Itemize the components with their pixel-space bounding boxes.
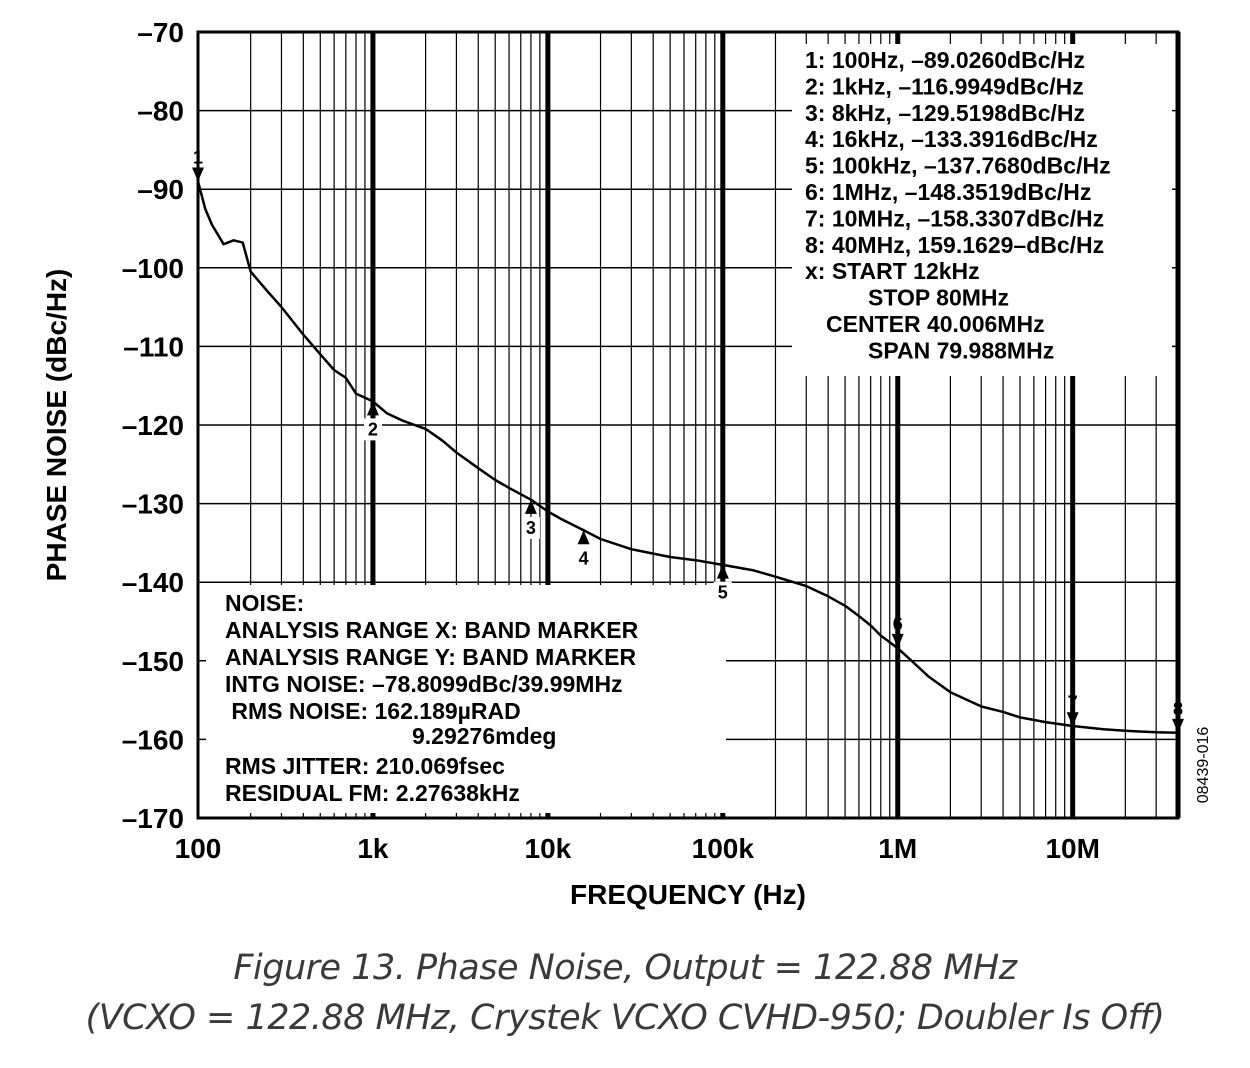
x-tick-label: 1k xyxy=(357,833,389,864)
marker-label: 2 xyxy=(368,419,378,439)
y-tick-label: –160 xyxy=(122,724,184,755)
x-tick-label: 1M xyxy=(878,833,917,864)
noise-info-line: 9.29276mdeg xyxy=(412,723,556,749)
x-tick-label: 10M xyxy=(1045,833,1099,864)
figure-code: 08439-016 xyxy=(1195,727,1212,804)
marker-label: 6 xyxy=(893,614,903,634)
series-layer xyxy=(196,180,1179,735)
marker-label-bg xyxy=(521,516,540,539)
marker-info-line: SPAN 79.988MHz xyxy=(868,337,1054,363)
marker-info-box xyxy=(792,44,1172,376)
noise-info-line: RMS JITTER: 210.069fsec xyxy=(225,753,505,779)
y-tick-label: –170 xyxy=(122,803,184,834)
series-line-1 xyxy=(196,180,1179,735)
marker-label: 5 xyxy=(718,583,728,603)
x-tick-label: 100k xyxy=(692,833,755,864)
noise-info-line: RMS NOISE: 162.189µRAD xyxy=(225,698,521,724)
marker-6: 6 xyxy=(891,614,904,648)
chart-svg: 1: 100Hz, –89.0260dBc/Hz2: 1kHz, –116.99… xyxy=(41,17,1212,910)
y-tick-label: –100 xyxy=(122,253,184,284)
marker-7: 7 xyxy=(1066,692,1079,727)
x-tick-label: 10k xyxy=(525,833,572,864)
marker-triangle xyxy=(716,564,729,579)
y-tick-label: –150 xyxy=(122,646,184,677)
marker-label-bg xyxy=(574,547,593,570)
figure-caption-title: Figure 13. Phase Noise, Output = 122.88 … xyxy=(233,948,1017,988)
marker-label: 3 xyxy=(526,518,536,538)
y-tick-label: –90 xyxy=(137,174,184,205)
y-tick-label: –130 xyxy=(122,489,184,520)
marker-info-line: 3: 8kHz, –129.5198dBc/Hz xyxy=(805,100,1085,126)
marker-label: 7 xyxy=(1068,692,1078,712)
axis-tick-labels: –70 –80 –90 –100 –110 –120 –130 –140 –150 –160 –17… xyxy=(122,17,1100,864)
marker-info-line: 4: 16kHz, –133.3916dBc/Hz xyxy=(805,126,1098,152)
y-axis-label: PHASE NOISE (dBc/Hz) xyxy=(41,269,72,582)
plot-frame xyxy=(196,30,1180,820)
marker-info-line: CENTER 40.006MHz xyxy=(826,311,1045,337)
y-tick-label: –80 xyxy=(137,96,184,127)
y-tick-label: –70 xyxy=(137,17,184,48)
marker-5: 5 xyxy=(713,564,732,604)
y-tick-label: –140 xyxy=(122,567,184,598)
marker-info-line: x: START 12kHz xyxy=(805,258,980,284)
noise-info-line: RESIDUAL FM: 2.27638kHz xyxy=(225,780,520,806)
marker-4: 4 xyxy=(574,530,593,570)
phase-noise-chart: 1: 100Hz, –89.0260dBc/Hz 2: 1kHz, –116.99… xyxy=(41,17,1212,910)
noise-info-line: INTG NOISE: –78.8099dBc/39.99MHz xyxy=(225,671,623,697)
marker-triangle xyxy=(577,530,590,545)
noise-info-line: NOISE: xyxy=(225,590,304,616)
marker-info-line: STOP 80MHz xyxy=(868,285,1009,311)
marker-triangle xyxy=(891,633,904,648)
marker-info-line: 6: 1MHz, –148.3519dBc/Hz xyxy=(805,179,1091,205)
marker-info-line: 5: 100kHz, –137.7680dBc/Hz xyxy=(805,153,1111,179)
marker-info-line: 7: 10MHz, –158.3307dBc/Hz xyxy=(805,205,1104,231)
annotation-boxes: 1: 100Hz, –89.0260dBc/Hz2: 1kHz, –116.99… xyxy=(206,44,1172,813)
figure-caption-subtitle: (VCXO = 122.88 MHz, Crystek VCXO CVHD-95… xyxy=(85,998,1165,1038)
marker-2: 2 xyxy=(363,401,382,441)
y-tick-label: –120 xyxy=(122,410,184,441)
marker-triangle xyxy=(524,499,537,514)
marker-3: 3 xyxy=(521,499,540,539)
marker-triangle xyxy=(366,401,379,416)
marker-label-bg xyxy=(713,581,732,604)
noise-info-box xyxy=(206,585,726,813)
x-tick-label: 100 xyxy=(175,833,222,864)
marker-label: 4 xyxy=(579,548,589,568)
marker-info-line: 2: 1kHz, –116.9949dBc/Hz xyxy=(805,73,1084,99)
noise-info-line: ANALYSIS RANGE X: BAND MARKER xyxy=(225,617,639,643)
marker-info-line: 1: 100Hz, –89.0260dBc/Hz xyxy=(805,47,1085,73)
x-axis-label: FREQUENCY (Hz) xyxy=(570,879,806,910)
marker-label-bg xyxy=(363,418,382,441)
marker-info-line: 8: 40MHz, 159.1629–dBc/Hz xyxy=(805,232,1104,258)
noise-info-line: ANALYSIS RANGE Y: BAND MARKER xyxy=(225,644,636,670)
y-tick-label: –110 xyxy=(123,331,184,362)
marker-triangle xyxy=(1066,712,1079,727)
